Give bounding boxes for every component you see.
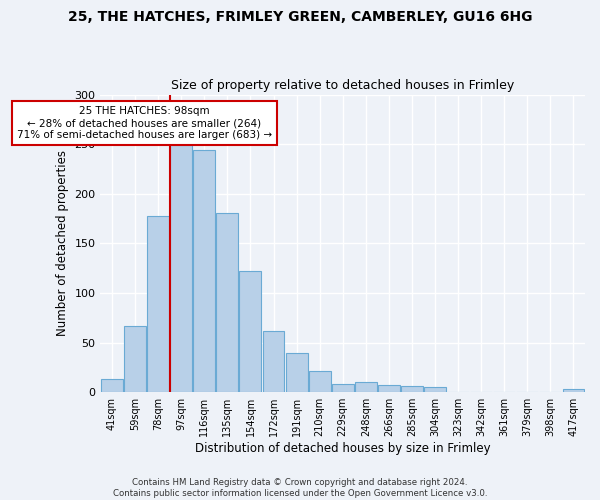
Bar xyxy=(309,372,331,392)
Bar xyxy=(424,387,446,392)
Text: 25 THE HATCHES: 98sqm
← 28% of detached houses are smaller (264)
71% of semi-det: 25 THE HATCHES: 98sqm ← 28% of detached … xyxy=(17,106,272,140)
Bar xyxy=(286,352,308,392)
Bar xyxy=(401,386,423,392)
Title: Size of property relative to detached houses in Frimley: Size of property relative to detached ho… xyxy=(171,79,514,92)
Bar xyxy=(355,382,377,392)
Text: 25, THE HATCHES, FRIMLEY GREEN, CAMBERLEY, GU16 6HG: 25, THE HATCHES, FRIMLEY GREEN, CAMBERLE… xyxy=(68,10,532,24)
Text: Contains HM Land Registry data © Crown copyright and database right 2024.
Contai: Contains HM Land Registry data © Crown c… xyxy=(113,478,487,498)
Bar xyxy=(239,271,262,392)
Bar xyxy=(170,145,192,392)
X-axis label: Distribution of detached houses by size in Frimley: Distribution of detached houses by size … xyxy=(195,442,491,455)
Y-axis label: Number of detached properties: Number of detached properties xyxy=(56,150,69,336)
Bar xyxy=(147,216,169,392)
Bar xyxy=(217,212,238,392)
Bar xyxy=(193,150,215,392)
Bar xyxy=(563,389,584,392)
Bar xyxy=(332,384,354,392)
Bar xyxy=(378,386,400,392)
Bar xyxy=(263,330,284,392)
Bar xyxy=(101,380,123,392)
Bar xyxy=(124,326,146,392)
